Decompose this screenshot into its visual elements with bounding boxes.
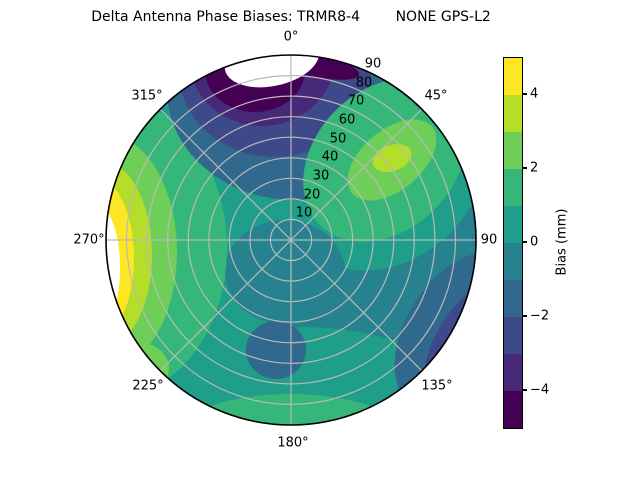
radial-label-40: 40 [321, 149, 339, 165]
colorbar-band [504, 58, 522, 95]
colorbar-band [504, 243, 522, 280]
colorbar-tick-label-2: 2 [530, 160, 539, 176]
azimuth-label-45: 45° [424, 88, 448, 104]
colorbar [503, 57, 523, 429]
contour-band-northeast-3-4 [372, 143, 412, 173]
colorbar-band [504, 95, 522, 132]
colorbar-band [504, 280, 522, 317]
azimuth-label-135: 135° [421, 378, 453, 394]
radial-label-30: 30 [312, 168, 330, 184]
radial-label-10: 10 [295, 205, 313, 221]
azimuth-label-225: 225° [132, 378, 164, 394]
radial-label-90: 90 [364, 56, 382, 72]
colorbar-tick-label-m4: −4 [530, 382, 550, 398]
no-data-sliver-west [106, 202, 120, 334]
azimuth-label-270: 270° [73, 232, 105, 248]
azimuth-label-90: 90 [480, 232, 498, 248]
grid-spoke-135-315 [159, 108, 423, 372]
colorbar-band [504, 391, 522, 428]
polar-outline [105, 54, 477, 426]
colorbar-tick-label-m2: −2 [530, 308, 550, 324]
polar-grid [106, 55, 476, 425]
contour-band-west-2-3 [106, 134, 177, 370]
chart-title: Delta Antenna Phase Biases: TRMR8-4 NONE… [91, 9, 491, 25]
contour-band-blob-m2-m1 [246, 321, 306, 379]
azimuth-label-0: 0° [283, 29, 299, 45]
azimuth-label-315: 315° [131, 88, 163, 104]
colorbar-band [504, 354, 522, 391]
contour-band-center [225, 220, 345, 324]
colorbar-band [504, 206, 522, 243]
colorbar-tick-label-0: 0 [530, 234, 539, 250]
colorbar-band [504, 132, 522, 169]
radial-label-70: 70 [347, 93, 365, 109]
colorbar-tick-label-4: 4 [530, 86, 539, 102]
colorbar-tick-m2 [523, 315, 527, 317]
radial-label-20: 20 [303, 187, 321, 203]
radial-label-80: 80 [355, 75, 373, 91]
radial-label-60: 60 [338, 112, 356, 128]
radial-label-50: 50 [329, 131, 347, 147]
contour-band-west-4-5 [106, 178, 134, 338]
no-data-notch-north [224, 55, 320, 88]
colorbar-bands [504, 58, 522, 428]
colorbar-band [504, 317, 522, 354]
colorbar-axis-label: Bias (mm) [554, 208, 570, 276]
colorbar-tick-2 [523, 167, 527, 169]
colorbar-tick-0 [523, 241, 527, 243]
colorbar-band [504, 169, 522, 206]
colorbar-tick-m4 [523, 389, 527, 391]
colorbar-tick-4 [523, 93, 527, 95]
contour-band-west-3-4 [106, 160, 152, 350]
azimuth-label-180: 180° [277, 435, 309, 451]
